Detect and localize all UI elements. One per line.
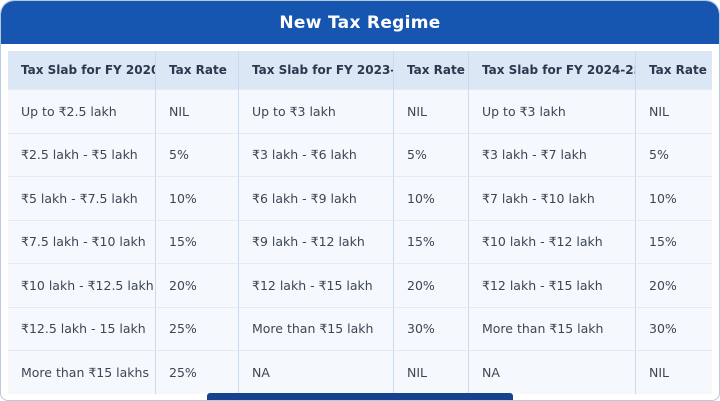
column-header-rate-2: Tax Rate <box>394 51 469 89</box>
table-cell: Up to ₹2.5 lakh <box>8 89 156 133</box>
table-cell: 5% <box>394 132 469 176</box>
table-cell: ₹7.5 lakh - ₹10 lakh <box>8 219 156 263</box>
table-cell: Up to ₹3 lakh <box>469 89 636 133</box>
table-cell: 20% <box>394 263 469 307</box>
table-cell: 30% <box>636 306 712 350</box>
table-cell: More than ₹15 lakh <box>239 306 394 350</box>
table-cell: 10% <box>636 176 712 220</box>
table-cell: 5% <box>156 132 239 176</box>
table-cell: 15% <box>156 219 239 263</box>
table-cell: 25% <box>156 306 239 350</box>
table-cell: ₹12 lakh - ₹15 lakh <box>469 263 636 307</box>
table-container: Tax Slab for FY 2020-21 Tax Rate Tax Sla… <box>1 44 719 394</box>
column-header-rate-1: Tax Rate <box>156 51 239 89</box>
table-cell: ₹12 lakh - ₹15 lakh <box>239 263 394 307</box>
column-header-rate-3: Tax Rate <box>636 51 712 89</box>
table-cell: ₹5 lakh - ₹7.5 lakh <box>8 176 156 220</box>
table-cell: NA <box>469 350 636 394</box>
table-cell: Up to ₹3 lakh <box>239 89 394 133</box>
table-cell: 20% <box>156 263 239 307</box>
table-cell: ₹9 lakh - ₹12 lakh <box>239 219 394 263</box>
table-cell: ₹3 lakh - ₹7 lakh <box>469 132 636 176</box>
card-base-bar <box>207 393 513 400</box>
table-cell: NIL <box>636 89 712 133</box>
table-cell: 10% <box>156 176 239 220</box>
table-cell: NIL <box>156 89 239 133</box>
table-cell: More than ₹15 lakh <box>469 306 636 350</box>
column-header-slab-fy2023-24: Tax Slab for FY 2023-24 <box>239 51 394 89</box>
table-cell: 30% <box>394 306 469 350</box>
table-cell: 15% <box>636 219 712 263</box>
tax-slab-table: Tax Slab for FY 2020-21 Tax Rate Tax Sla… <box>8 51 712 394</box>
table-cell: 5% <box>636 132 712 176</box>
table-cell: 20% <box>636 263 712 307</box>
table-cell: ₹10 lakh - ₹12.5 lakh <box>8 263 156 307</box>
table-cell: ₹6 lakh - ₹9 lakh <box>239 176 394 220</box>
column-header-slab-fy2024-25: Tax Slab for FY 2024-25 <box>469 51 636 89</box>
table-cell: NA <box>239 350 394 394</box>
table-cell: ₹2.5 lakh - ₹5 lakh <box>8 132 156 176</box>
column-header-slab-fy2020-21: Tax Slab for FY 2020-21 <box>8 51 156 89</box>
table-cell: ₹7 lakh - ₹10 lakh <box>469 176 636 220</box>
table-cell: NIL <box>636 350 712 394</box>
table-cell: ₹12.5 lakh - 15 lakh <box>8 306 156 350</box>
table-cell: NIL <box>394 350 469 394</box>
table-cell: 15% <box>394 219 469 263</box>
card-title-bar: New Tax Regime <box>1 1 719 44</box>
page-title: New Tax Regime <box>279 12 441 33</box>
table-cell: 10% <box>394 176 469 220</box>
table-cell: NIL <box>394 89 469 133</box>
table-cell: More than ₹15 lakhs <box>8 350 156 394</box>
table-cell: ₹10 lakh - ₹12 lakh <box>469 219 636 263</box>
table-cell: 25% <box>156 350 239 394</box>
table-cell: ₹3 lakh - ₹6 lakh <box>239 132 394 176</box>
